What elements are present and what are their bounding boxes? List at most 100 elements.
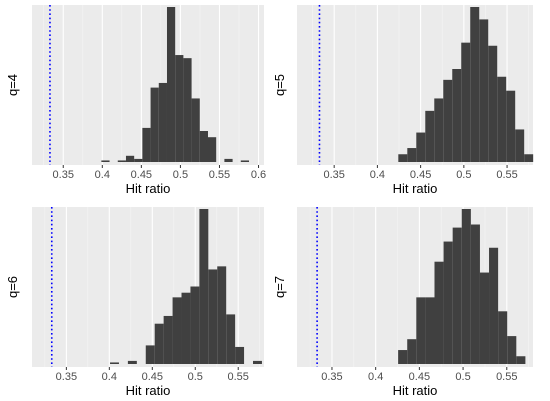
histogram-bar [443, 241, 453, 364]
histogram-bars [398, 209, 526, 364]
histogram-bar [434, 98, 444, 162]
histogram-bar [175, 55, 184, 162]
histogram-bar [172, 297, 182, 364]
histogram-bar [443, 79, 453, 162]
histogram-bar [489, 247, 499, 364]
histogram-bar [416, 132, 426, 162]
x-tick-label: 0.35 [53, 169, 74, 181]
x-tick-label: 0.55 [228, 371, 249, 383]
histogram-bar [217, 266, 227, 364]
histogram-bar [461, 209, 471, 364]
panel-q5: 0.35 0.4 0.45 0.5 0.55 Hit ratio q=5 [272, 5, 534, 196]
x-tick-label: 0.45 [131, 169, 152, 181]
histogram-bar [166, 7, 176, 162]
histogram-bars [398, 7, 534, 163]
histogram-bar [470, 224, 480, 364]
histogram-bar [235, 346, 245, 364]
panel-q7: 0.35 0.4 0.45 0.5 0.55 Hit ratio q=7 [272, 207, 533, 398]
histogram-bar [150, 87, 159, 162]
facet-label: q=5 [272, 74, 287, 96]
histogram-bar [479, 272, 490, 364]
x-axis-title: Hit ratio [393, 181, 438, 196]
histogram-bar [488, 45, 498, 162]
histogram-bar [470, 7, 480, 162]
histogram-bar [452, 69, 462, 162]
histogram-bar [398, 154, 408, 162]
histogram-bar [127, 360, 137, 364]
x-tick-label: 0.5 [455, 371, 470, 383]
histogram-bar [515, 129, 525, 162]
x-tick-label: 0.4 [368, 371, 383, 383]
x-tick-label: 0.5 [173, 169, 188, 181]
histogram-bar [452, 227, 462, 364]
histogram-bar [416, 297, 426, 364]
x-axis-title: Hit ratio [126, 181, 171, 196]
histogram-bar [407, 148, 417, 162]
x-tick-label: 0.5 [456, 169, 471, 181]
facet-label: q=7 [272, 276, 287, 298]
x-tick-label: 0.45 [409, 371, 430, 383]
x-tick-label: 0.55 [496, 371, 517, 383]
histogram-bar [158, 82, 167, 162]
x-tick-label: 0.5 [188, 371, 203, 383]
histogram-bar [101, 160, 110, 162]
histogram-bar [142, 127, 151, 162]
histogram-bar [434, 261, 444, 364]
x-tick-label: 0.4 [95, 169, 110, 181]
histogram-bar [516, 356, 526, 364]
x-tick-label: 0.6 [251, 169, 266, 181]
histogram-bar [181, 292, 191, 364]
panel-q4: 0.35 0.4 0.45 0.5 0.55 0.6 Hit ratio q=4 [5, 5, 266, 196]
x-tick-label: 0.45 [142, 371, 163, 383]
histogram-bar [461, 42, 471, 162]
histogram-bar [117, 160, 126, 162]
histogram-bar [199, 209, 209, 364]
x-axis-ticks: 0.35 0.4 0.45 0.5 0.55 [323, 165, 518, 181]
x-tick-label: 0.55 [209, 169, 230, 181]
x-axis-ticks: 0.35 0.4 0.45 0.5 0.55 [56, 367, 249, 383]
histogram-bar [208, 269, 218, 364]
histogram-bar [407, 339, 417, 364]
histogram-bars [110, 209, 262, 364]
facet-label: q=4 [5, 74, 20, 96]
histogram-bar [479, 19, 489, 163]
histogram-bar [524, 154, 534, 162]
histogram-bar [224, 158, 233, 162]
histogram-bar [506, 90, 516, 162]
histogram-bar [110, 362, 119, 364]
x-tick-label: 0.4 [370, 169, 385, 181]
histogram-bar [497, 76, 507, 162]
histogram-bar [134, 158, 143, 162]
x-tick-label: 0.35 [321, 371, 342, 383]
histogram-bar [253, 360, 262, 364]
histogram-bars [101, 7, 250, 162]
x-tick-label: 0.4 [102, 371, 117, 383]
histogram-bar [226, 314, 236, 364]
histogram-bar [507, 336, 517, 364]
histogram-bar [425, 297, 435, 364]
x-tick-label: 0.35 [56, 371, 77, 383]
facet-label: q=6 [5, 276, 20, 298]
panel-q6: 0.35 0.4 0.45 0.5 0.55 Hit ratio q=6 [5, 207, 264, 398]
histogram-bar [125, 155, 135, 162]
x-tick-label: 0.55 [496, 169, 517, 181]
histogram-bar [163, 315, 173, 364]
histogram-bar [199, 131, 208, 162]
histogram-bar [240, 160, 250, 162]
x-axis-ticks: 0.35 0.4 0.45 0.5 0.55 0.6 [53, 165, 266, 181]
histogram-bar [425, 110, 435, 162]
histogram-bar [191, 98, 200, 162]
x-axis-ticks: 0.35 0.4 0.45 0.5 0.55 [321, 367, 517, 383]
x-tick-label: 0.35 [323, 169, 344, 181]
histogram-bar [145, 345, 155, 364]
x-tick-label: 0.45 [410, 169, 431, 181]
x-axis-title: Hit ratio [393, 383, 438, 398]
histogram-bar [398, 350, 408, 364]
x-axis-title: Hit ratio [126, 383, 171, 398]
histogram-bar [207, 137, 217, 162]
histogram-bar [498, 311, 508, 364]
histogram-bar [154, 323, 164, 364]
histogram-bar [183, 58, 192, 162]
histogram-bar [190, 286, 200, 364]
